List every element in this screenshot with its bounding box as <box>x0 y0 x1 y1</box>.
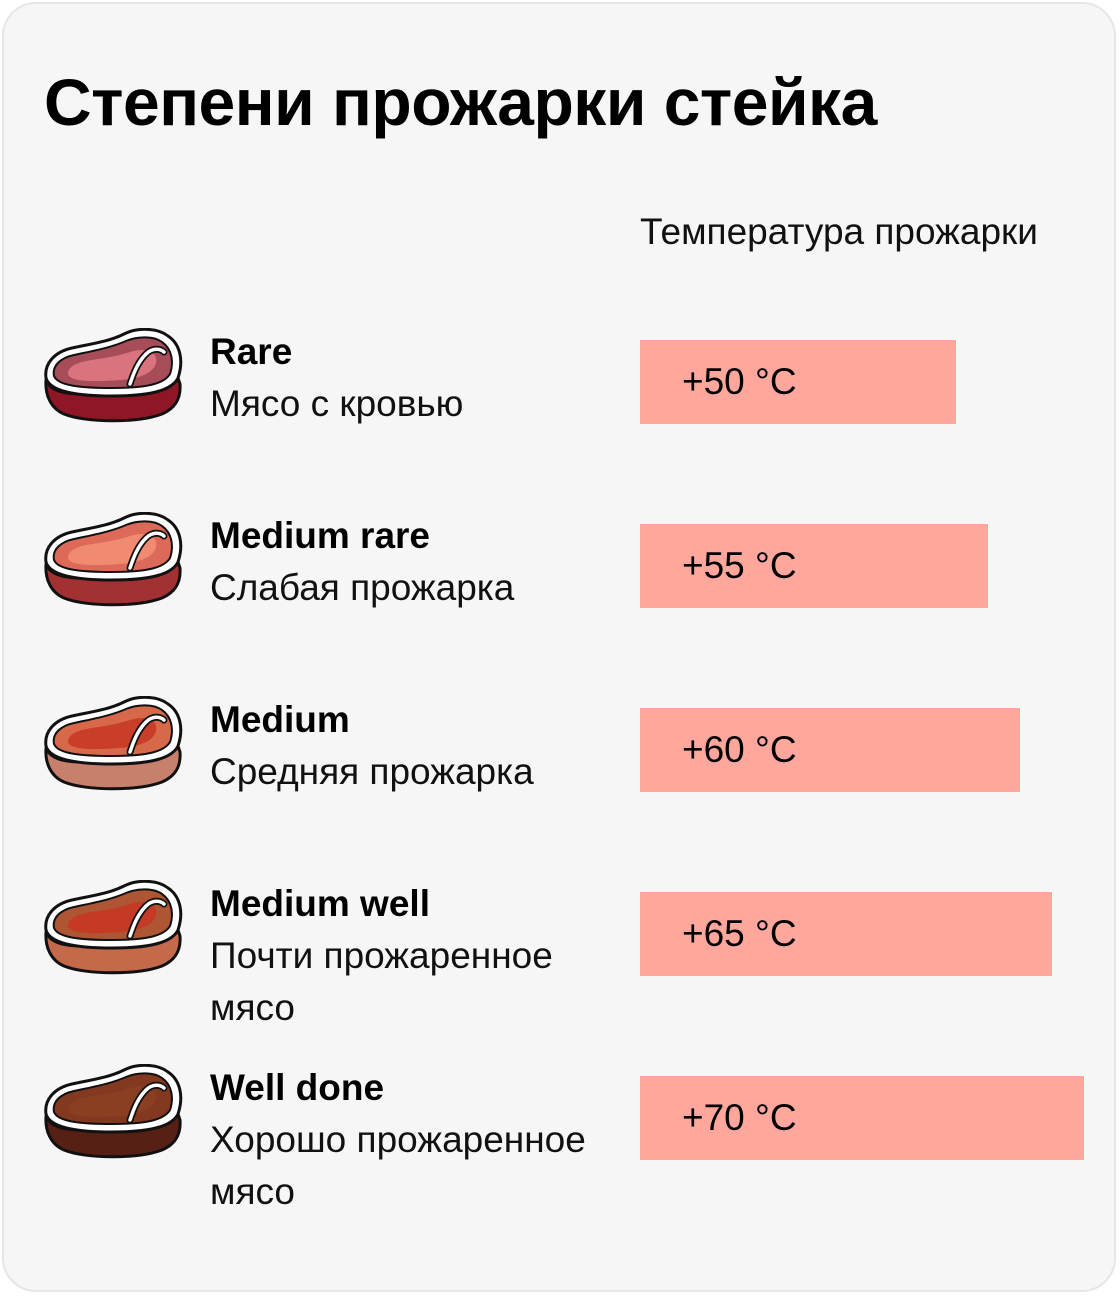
temperature-bar <box>640 1076 1084 1160</box>
temperature-bar <box>640 708 1020 792</box>
temperature-label: +70 °C <box>682 1097 797 1138</box>
doneness-name: Medium <box>210 699 350 740</box>
doneness-row: Medium well Почти прожаренное мясо +65 °C <box>4 880 1120 1060</box>
temperature-label: +55 °C <box>682 545 797 586</box>
steak-icon <box>44 696 183 791</box>
doneness-name: Medium well <box>210 883 430 924</box>
steak-icon <box>44 512 183 607</box>
doneness-description: Почти прожаренное мясо <box>210 935 553 1028</box>
doneness-row: Medium Средняя прожарка +60 °C <box>4 696 1120 876</box>
temperature-bar <box>640 340 956 424</box>
doneness-description: Мясо с кровью <box>210 383 464 424</box>
steak-icon <box>44 328 183 423</box>
doneness-name: Rare <box>210 331 293 372</box>
temperature-bar <box>640 892 1052 976</box>
temperature-bar <box>640 524 988 608</box>
temperature-label: +65 °C <box>682 913 797 954</box>
steak-icon <box>44 1064 183 1159</box>
doneness-description: Хорошо прожаренное мясо <box>210 1119 586 1212</box>
doneness-description: Средняя прожарка <box>210 751 534 792</box>
doneness-row: Well done Хорошо прожаренное мясо +70 °C <box>4 1064 1120 1244</box>
doneness-name: Well done <box>210 1067 385 1108</box>
temperature-label: +60 °C <box>682 729 797 770</box>
temperature-column-header: Температура прожарки <box>640 211 1038 252</box>
page-title: Степени прожарки стейка <box>44 65 877 139</box>
doneness-row: Medium rare Слабая прожарка +55 °C <box>4 512 1120 692</box>
doneness-row: Rare Мясо с кровью +50 °C <box>4 328 1120 508</box>
doneness-name: Medium rare <box>210 515 431 556</box>
doneness-description: Слабая прожарка <box>210 567 515 608</box>
temperature-label: +50 °C <box>682 361 797 402</box>
steak-icon <box>44 880 183 975</box>
